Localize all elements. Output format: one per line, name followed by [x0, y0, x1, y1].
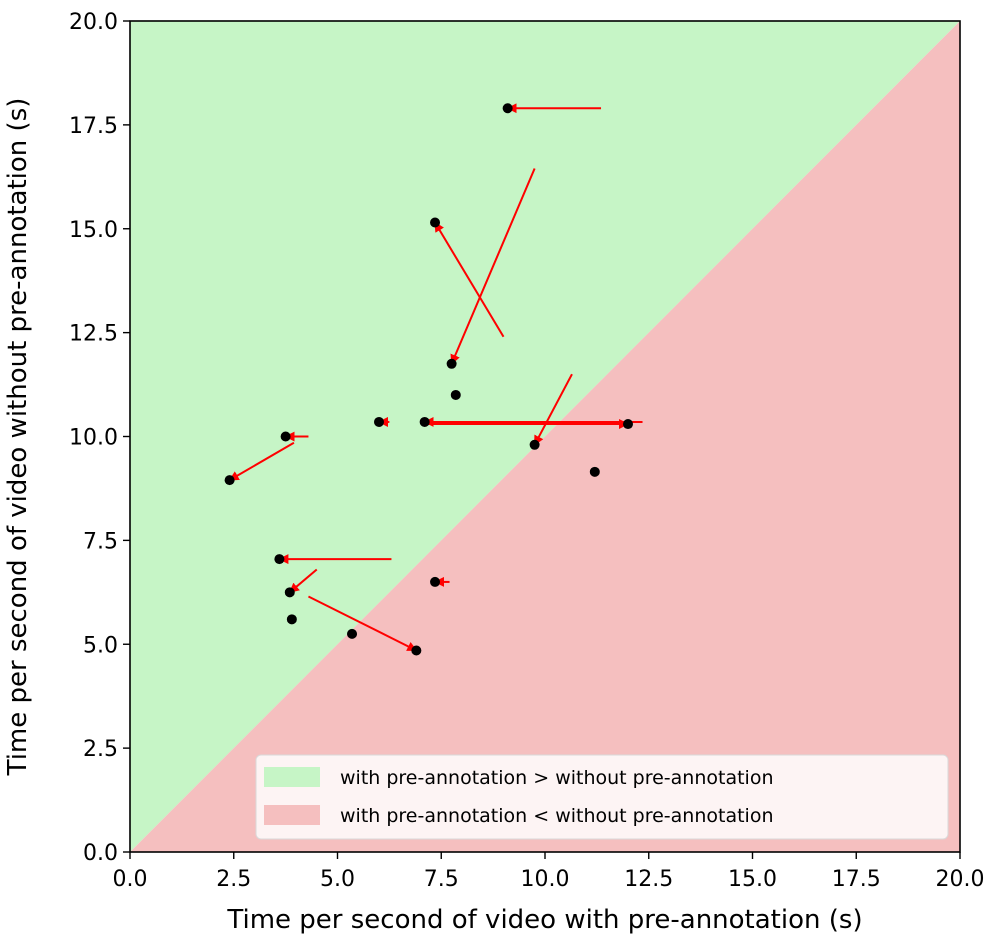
data-point	[502, 103, 513, 114]
y-tick-label: 2.5	[83, 737, 118, 762]
x-tick-label: 5.0	[320, 867, 355, 892]
y-tick-label: 10.0	[69, 426, 118, 451]
arrow	[450, 168, 536, 365]
y-tick-label: 12.5	[69, 322, 118, 347]
y-tick-label: 5.0	[83, 633, 118, 658]
data-point	[589, 466, 600, 477]
legend-swatch	[264, 805, 320, 825]
y-tick-label: 0.0	[83, 841, 118, 866]
arrow	[289, 568, 318, 594]
legend-entry-label: with pre-annotation < without pre-annota…	[340, 805, 774, 827]
y-axis-label: Time per second of video without pre-ann…	[3, 98, 33, 777]
legend: with pre-annotation > without pre-annota…	[255, 754, 949, 840]
data-point	[419, 416, 430, 427]
y-tick-label: 17.5	[69, 114, 118, 139]
legend-box	[255, 754, 949, 840]
data-point	[450, 389, 461, 400]
data-point	[430, 217, 441, 228]
arrow	[228, 441, 295, 481]
x-tick-label: 10.0	[521, 867, 570, 892]
x-tick-label: 20.0	[936, 867, 985, 892]
x-axis-label: Time per second of video with pre-annota…	[226, 905, 862, 935]
arrow	[434, 221, 505, 338]
x-tick-label: 15.0	[728, 867, 777, 892]
x-tick-label: 12.5	[624, 867, 673, 892]
x-tick-label: 2.5	[216, 867, 251, 892]
legend-swatch	[264, 767, 320, 787]
data-point	[280, 431, 291, 442]
x-tick-label: 0.0	[113, 867, 148, 892]
y-tick-label: 15.0	[69, 218, 118, 243]
region-lower-right	[130, 21, 960, 852]
data-point	[224, 475, 235, 486]
data-point	[446, 358, 457, 369]
arrow	[533, 373, 573, 446]
y-tick-label: 20.0	[69, 10, 118, 35]
data-point	[411, 645, 422, 656]
data-point	[347, 628, 358, 639]
data-point	[430, 576, 441, 587]
data-point	[274, 554, 285, 565]
data-point	[529, 439, 540, 450]
data-point	[374, 416, 384, 427]
data-point	[286, 614, 297, 625]
x-tick-label: 7.5	[424, 867, 459, 892]
arrow	[308, 595, 418, 652]
data-point	[284, 587, 295, 598]
x-tick-label: 17.5	[832, 867, 881, 892]
y-tick-label: 7.5	[83, 529, 118, 554]
legend-entry-label: with pre-annotation > without pre-annota…	[340, 767, 774, 789]
data-point	[623, 419, 633, 430]
